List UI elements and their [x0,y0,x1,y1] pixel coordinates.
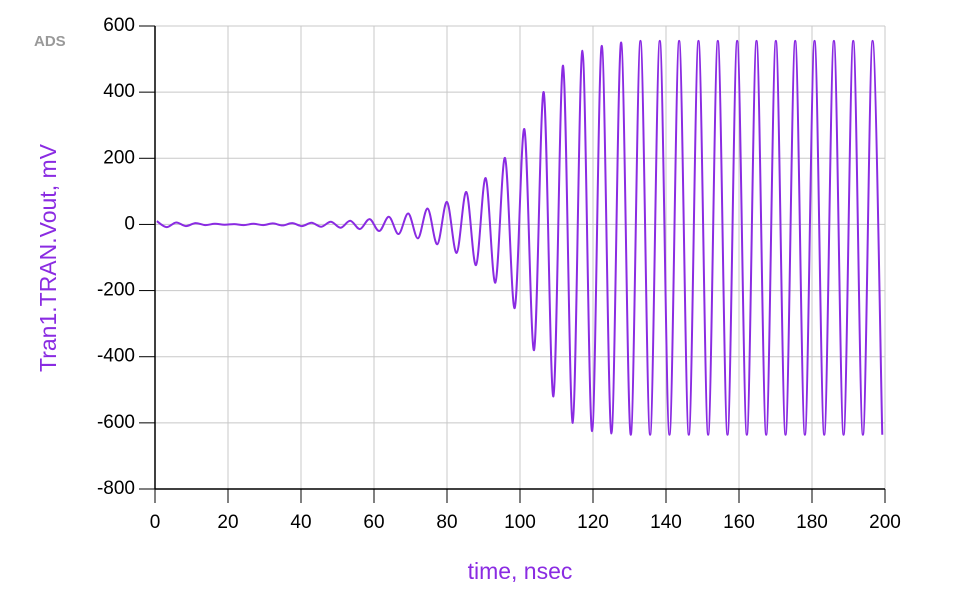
x-tick-label: 40 [290,512,311,533]
y-tick-label: 200 [103,147,135,168]
x-tick-label: 160 [723,512,755,533]
x-tick-label: 0 [150,512,161,533]
x-tick-label: 20 [217,512,238,533]
y-tick-label: 400 [103,81,135,102]
y-tick-label: 600 [103,15,135,36]
x-tick-label: 120 [577,512,609,533]
x-tick-label: 80 [436,512,457,533]
y-tick-label: -800 [97,478,135,499]
y-tick-label: -200 [97,280,135,301]
watermark: ADS [34,33,66,50]
y-tick-label: -400 [97,346,135,367]
y-tick-label: 0 [124,213,135,234]
x-tick-label: 60 [363,512,384,533]
series-line [156,39,884,436]
x-tick-label: 100 [504,512,536,533]
x-tick-label: 180 [796,512,828,533]
y-axis-title: Tran1.TRAN.Vout, mV [35,143,61,372]
x-tick-label: 200 [869,512,901,533]
x-axis-title: time, nsec [468,558,573,584]
y-tick-label: -600 [97,412,135,433]
x-tick-label: 140 [650,512,682,533]
